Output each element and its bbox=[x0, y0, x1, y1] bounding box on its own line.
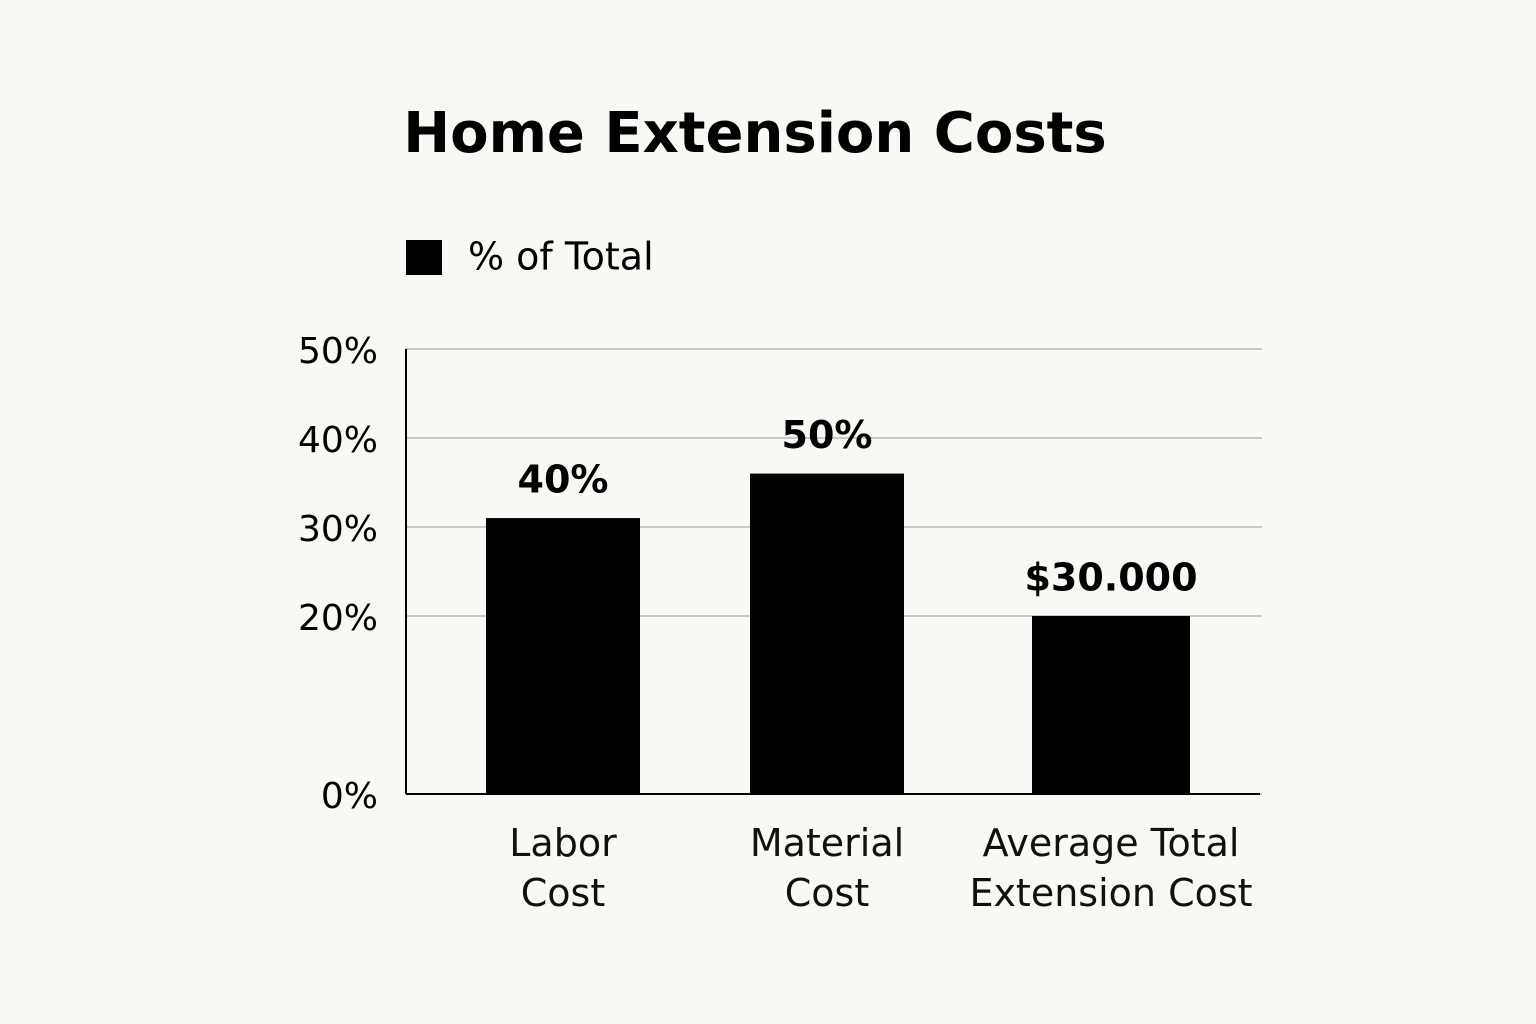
legend-label: % of Total bbox=[468, 235, 654, 279]
x-tick-label: Material Cost bbox=[749, 821, 905, 915]
y-tick-label: 40% bbox=[298, 420, 378, 461]
y-tick-label: 50% bbox=[298, 331, 378, 372]
chart-title: Home Extension Costs bbox=[403, 101, 1107, 166]
y-tick-label: 0% bbox=[321, 776, 378, 817]
y-tick-label: 30% bbox=[298, 509, 378, 550]
y-tick-label: 20% bbox=[298, 598, 378, 639]
x-tick-label: Average Total Extension Cost bbox=[969, 821, 1253, 915]
bar-annotation: 40% bbox=[518, 458, 609, 502]
legend-swatch bbox=[406, 240, 442, 275]
bar bbox=[750, 473, 904, 794]
bar-annotation: $30.000 bbox=[1024, 556, 1197, 600]
bar bbox=[486, 518, 640, 794]
bar bbox=[1032, 616, 1190, 794]
x-tick-label: Labor Cost bbox=[509, 821, 617, 915]
bar-annotation: 50% bbox=[782, 413, 873, 457]
